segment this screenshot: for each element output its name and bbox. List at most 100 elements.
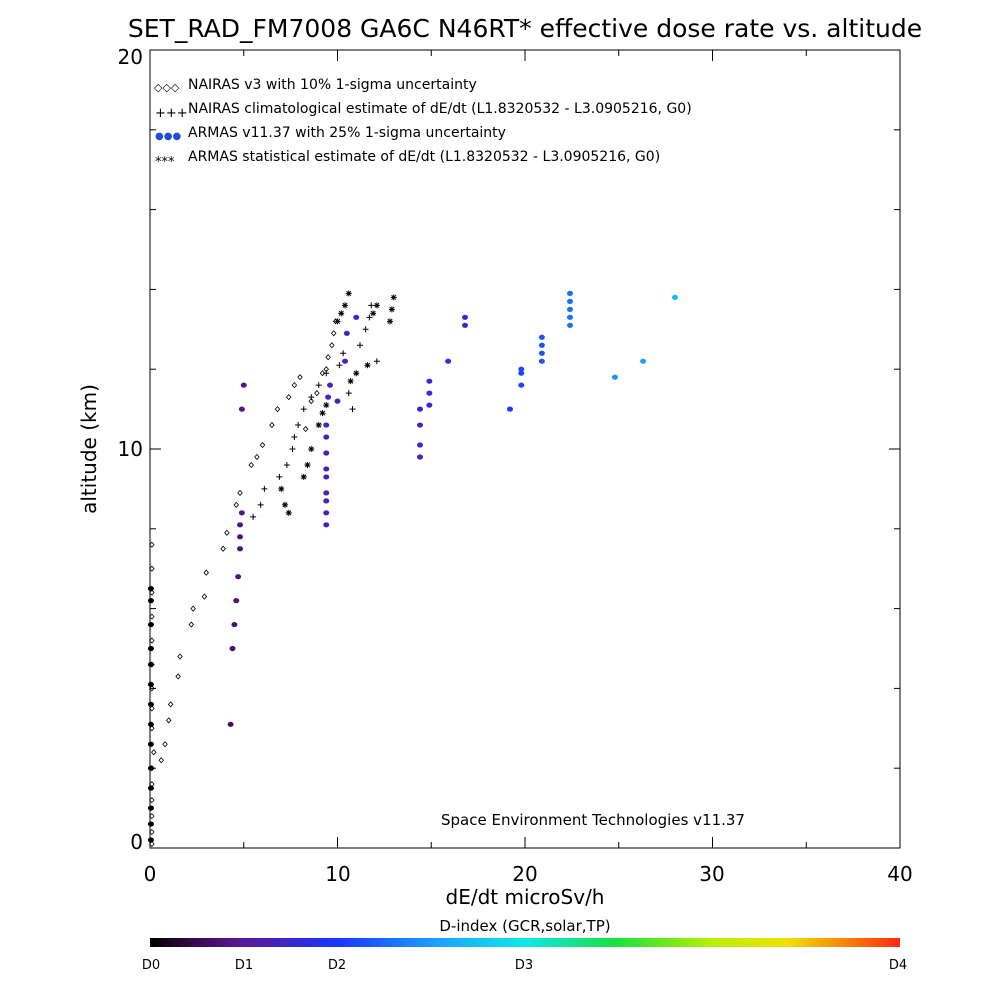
point-dot xyxy=(147,765,154,771)
point-diamond xyxy=(220,545,226,552)
point-dot xyxy=(227,721,234,727)
legend-symbol: ●●● xyxy=(155,131,181,142)
point-dot xyxy=(323,490,330,496)
legend-symbol: ◇◇◇ xyxy=(154,81,180,94)
y-axis-label: altitude (km) xyxy=(77,384,101,514)
x-tick-label: 0 xyxy=(144,862,157,886)
point-diamond xyxy=(274,405,281,413)
y-tick-label: 10 xyxy=(118,437,143,461)
point-asterisk xyxy=(315,422,322,429)
point-dot xyxy=(325,394,332,400)
x-tick-labels: 0 10 20 30 40 xyxy=(144,862,913,886)
series-diamond xyxy=(149,318,339,848)
point-asterisk xyxy=(282,501,288,508)
point-plus xyxy=(315,382,322,389)
series-asterisk xyxy=(278,290,397,516)
point-plus xyxy=(308,394,315,401)
y-tick-label: 0 xyxy=(130,830,143,854)
point-asterisk xyxy=(285,509,292,516)
legend-label: ARMAS v11.37 with 25% 1-sigma uncertaint… xyxy=(188,125,506,141)
point-plus xyxy=(283,461,290,468)
point-asterisk xyxy=(338,310,345,317)
point-dot xyxy=(147,721,154,727)
point-asterisk xyxy=(278,485,285,492)
point-asterisk xyxy=(300,473,307,480)
point-diamond xyxy=(331,330,337,337)
point-diamond xyxy=(203,569,209,576)
point-dot xyxy=(353,314,360,320)
point-dot xyxy=(147,645,154,652)
series-plus xyxy=(250,302,380,520)
legend-label: ARMAS statistical estimate of dE/dt (L1.… xyxy=(188,149,660,165)
point-asterisk xyxy=(364,362,371,369)
point-diamond xyxy=(297,374,303,381)
point-dot xyxy=(147,621,154,628)
colorbar xyxy=(150,938,900,947)
point-dot xyxy=(417,454,423,460)
point-dot xyxy=(229,645,236,652)
point-dot xyxy=(323,522,330,528)
point-asterisk xyxy=(334,318,341,325)
colorbar-label: D0 xyxy=(142,958,160,973)
point-diamond xyxy=(149,828,155,836)
colorbar-label: D2 xyxy=(328,958,346,973)
point-plus xyxy=(362,326,369,333)
point-dot xyxy=(334,398,341,404)
point-dot xyxy=(233,598,240,604)
point-dot xyxy=(567,322,573,328)
colorbar-title: D-index (GCR,solar,TP) xyxy=(439,917,610,935)
point-plus xyxy=(261,485,268,492)
point-dot xyxy=(323,498,330,504)
legend-item-armas: ●●● ARMAS v11.37 with 25% 1-sigma uncert… xyxy=(155,125,506,142)
point-dot xyxy=(238,406,245,412)
point-plus xyxy=(366,314,373,321)
x-tick-label: 10 xyxy=(325,862,350,886)
legend-symbol: +++ xyxy=(155,106,188,121)
point-diamond xyxy=(149,840,155,848)
point-dot xyxy=(417,406,423,412)
point-diamond xyxy=(158,757,164,764)
point-dot xyxy=(426,390,433,396)
point-diamond xyxy=(149,541,155,548)
point-dot xyxy=(323,450,330,456)
point-dot xyxy=(567,314,573,320)
point-dot xyxy=(147,661,154,668)
point-asterisk xyxy=(353,370,360,377)
point-plus xyxy=(336,362,343,369)
point-plus xyxy=(291,434,298,441)
point-dot xyxy=(147,741,154,747)
colorbar-label: D1 xyxy=(235,958,253,973)
legend-item-armas-statistical: *** ARMAS statistical estimate of dE/dt … xyxy=(155,149,660,170)
point-diamond xyxy=(237,489,243,496)
colorbar-label: D4 xyxy=(889,958,907,973)
point-dot xyxy=(323,474,330,480)
point-diamond xyxy=(269,421,275,429)
point-diamond xyxy=(166,717,172,724)
point-plus xyxy=(373,358,380,365)
point-dot xyxy=(342,358,348,364)
point-plus xyxy=(295,422,302,429)
point-diamond xyxy=(149,685,155,692)
point-diamond xyxy=(233,501,239,508)
x-tick-label: 20 xyxy=(512,862,537,886)
point-dot xyxy=(518,370,525,376)
point-dot xyxy=(240,382,247,388)
point-dot xyxy=(612,374,618,380)
point-diamond xyxy=(149,565,155,572)
point-dot xyxy=(538,342,545,348)
credit-annotation: Space Environment Technologies v11.37 xyxy=(441,811,745,829)
y-tick-label: 20 xyxy=(118,45,143,69)
point-dot xyxy=(231,621,238,628)
point-diamond xyxy=(325,354,331,361)
point-dot xyxy=(147,805,154,811)
point-dot xyxy=(417,422,423,428)
point-dot xyxy=(147,586,154,592)
legend: ◇◇◇ NAIRAS v3 with 10% 1-sigma uncertain… xyxy=(154,77,692,170)
point-dot xyxy=(538,358,545,364)
point-diamond xyxy=(175,673,181,680)
legend-symbol: *** xyxy=(155,155,175,170)
point-diamond xyxy=(302,425,309,433)
point-plus xyxy=(300,406,307,413)
point-asterisk xyxy=(370,310,377,317)
point-dot xyxy=(235,574,242,580)
